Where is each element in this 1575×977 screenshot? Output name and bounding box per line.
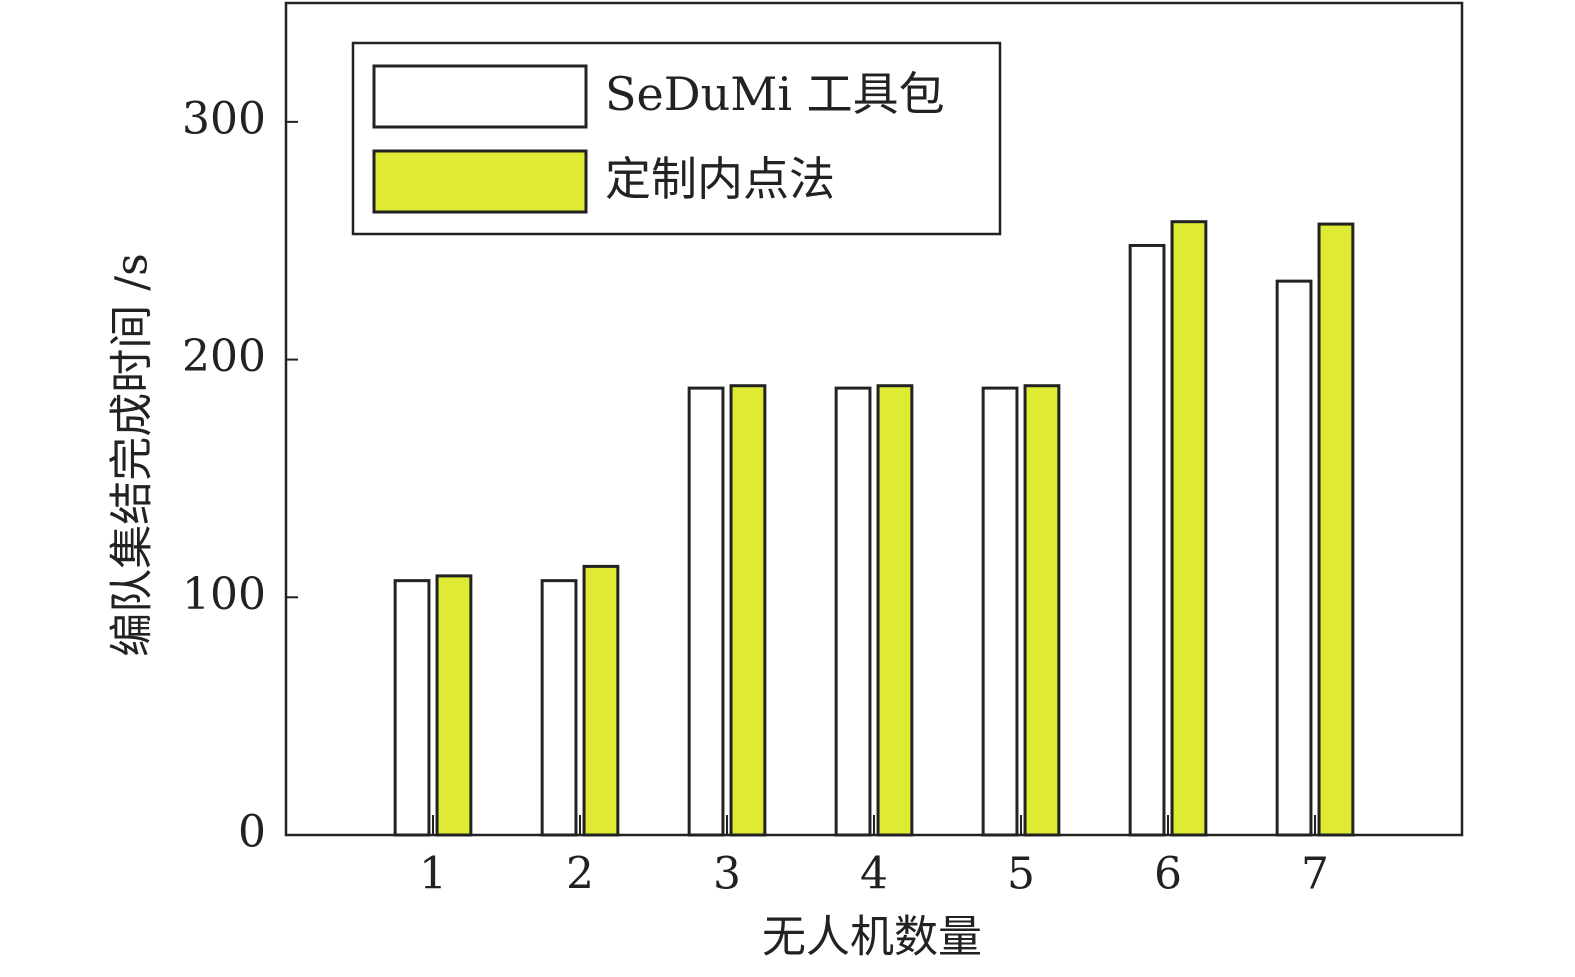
x-tick-label: 7: [1301, 849, 1329, 900]
y-axis-label: 编队集结完成时间 /s: [107, 253, 158, 656]
bar: [393, 579, 431, 837]
bar: [981, 386, 1019, 837]
legend-label: 定制内点法: [605, 152, 835, 206]
bar: [1128, 243, 1166, 837]
y-tick-label: 300: [182, 93, 266, 144]
bar: [1317, 222, 1355, 837]
legend-swatch: [372, 149, 588, 214]
bar: [582, 564, 620, 837]
legend-label: SeDuMi 工具包: [605, 67, 945, 121]
bar: [876, 384, 914, 837]
x-axis-label: 无人机数量: [762, 912, 982, 963]
y-tick-label: 100: [182, 569, 266, 620]
x-tick-label: 3: [713, 849, 741, 900]
plot-frame: [284, 1, 1464, 837]
bar: [1023, 384, 1061, 837]
x-tick-label: 4: [860, 849, 888, 900]
x-tick-label: 6: [1154, 849, 1182, 900]
y-tick-label: 200: [182, 331, 266, 382]
bar: [540, 579, 578, 837]
bar: [687, 386, 725, 837]
x-tick-label: 2: [566, 849, 594, 900]
bar: [1275, 279, 1313, 837]
legend-swatch: [372, 64, 588, 129]
x-tick-label: 5: [1007, 849, 1035, 900]
bar: [435, 574, 473, 837]
y-tick-label: 0: [238, 807, 266, 858]
bar: [1170, 220, 1208, 837]
x-tick-label: 1: [419, 849, 447, 900]
bar: [729, 384, 767, 837]
bar: [834, 386, 872, 837]
